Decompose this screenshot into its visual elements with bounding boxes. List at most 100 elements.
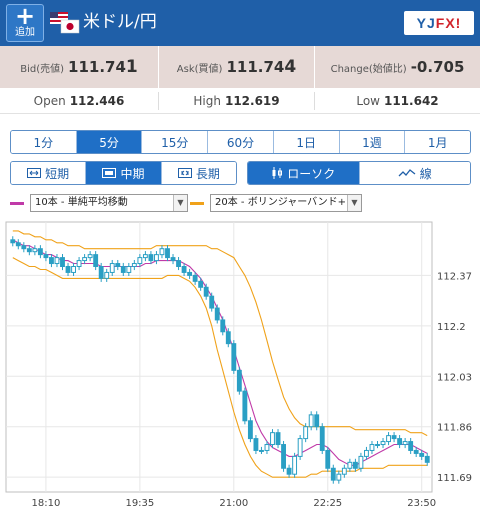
quote-divider <box>314 46 315 88</box>
tab-interval-1m[interactable]: 1分 <box>11 131 77 153</box>
x-tick-label: 23:50 <box>407 498 436 509</box>
candle-body <box>43 254 49 259</box>
candle-body <box>419 452 425 457</box>
candle-body <box>154 254 159 262</box>
tab-candlestick[interactable]: ローソク <box>248 162 360 184</box>
candle-body <box>242 390 248 422</box>
tab-line[interactable]: 線 <box>359 162 470 184</box>
tab-candlestick-label: ローソク <box>287 166 336 181</box>
candle-body <box>120 266 126 273</box>
candle-body <box>281 444 286 469</box>
candle-body <box>364 449 369 457</box>
candle-body <box>253 438 259 451</box>
chevron-down-icon: ▼ <box>347 195 361 211</box>
candle-body <box>65 266 71 273</box>
tab-interval-60m[interactable]: 60分 <box>208 131 274 153</box>
tab-span-short[interactable]: 短期 <box>11 162 87 184</box>
high-value: 112.619 <box>224 94 280 108</box>
low-stat: Low 111.642 <box>315 88 480 114</box>
short-span-icon <box>27 168 42 178</box>
y-tick-label: 111.69 <box>437 473 472 484</box>
bid-main: 111.74 <box>68 58 126 76</box>
candle-body <box>397 438 403 446</box>
candle-body <box>93 254 99 268</box>
high-label: High <box>193 94 221 108</box>
line-chart-icon <box>398 169 416 177</box>
candle-body <box>104 271 110 279</box>
bid-label: Bid(売値) <box>20 64 65 75</box>
tab-interval-5m[interactable]: 5分 <box>76 131 143 153</box>
candle-body <box>303 426 309 440</box>
y-tick-label: 112.03 <box>437 372 472 383</box>
candle-body <box>98 266 104 279</box>
candle-body <box>336 473 342 481</box>
tab-line-label: 線 <box>419 166 432 181</box>
candle-body <box>214 307 220 321</box>
plus-icon: + <box>14 2 36 30</box>
add-button[interactable]: + 追加 <box>6 4 44 42</box>
candle-body <box>26 248 32 253</box>
header-bar: + 追加 米ドル/円 YJFX! <box>0 0 480 46</box>
bb-select[interactable]: 20本 - ボリンジャーバンド+1 ▼ <box>210 194 362 212</box>
tab-interval-15m[interactable]: 15分 <box>142 131 209 153</box>
tab-interval-1d[interactable]: 1日 <box>273 131 340 153</box>
candle-body <box>380 441 386 446</box>
ask-last-digit: 4 <box>284 57 297 77</box>
candle-body <box>347 461 353 469</box>
tab-interval-1w[interactable]: 1週 <box>339 131 406 153</box>
candle-body <box>413 449 419 454</box>
pair-title: 米ドル/円 <box>83 12 157 32</box>
span-tabs: 短期 中期 長期 <box>10 161 237 185</box>
candle-body <box>49 257 54 265</box>
candle-body <box>231 343 237 371</box>
candle-body <box>159 248 165 256</box>
low-value: 111.642 <box>383 94 439 108</box>
price-chart[interactable]: 112.37 112.2 112.03 111.86 111.69 18:10 19:35… <box>0 216 480 512</box>
candle-body <box>76 260 82 268</box>
candle-body <box>275 432 281 446</box>
candle-body <box>352 461 358 469</box>
ma-select[interactable]: 10本 - 単純平均移動 ▼ <box>30 194 188 212</box>
candle-body <box>109 263 115 273</box>
candle-body <box>192 274 198 282</box>
candle-body <box>32 248 38 253</box>
bb-select-label: 20本 - ボリンジャーバンド+1 <box>215 197 353 208</box>
candle-body <box>391 435 397 440</box>
candle-body <box>203 286 209 297</box>
bollinger-upper-line <box>12 230 428 437</box>
currency-flags-icon <box>50 12 80 34</box>
candle-body <box>308 414 314 428</box>
candle-body <box>264 444 270 451</box>
long-span-icon <box>177 168 192 178</box>
yjfx-logo[interactable]: YJFX! <box>404 11 474 35</box>
ohl-divider <box>314 92 315 110</box>
tab-span-long[interactable]: 長期 <box>161 162 236 184</box>
candle-body <box>286 467 292 475</box>
candle-body <box>369 444 375 451</box>
bid-value: 111.741 <box>68 57 138 77</box>
ask-quote: Ask(買値) 111.744 <box>159 46 314 88</box>
tab-span-short-label: 短期 <box>45 166 70 181</box>
ohl-divider <box>158 92 159 110</box>
tab-span-mid[interactable]: 中期 <box>86 162 162 184</box>
ma-select-label: 10本 - 単純平均移動 <box>35 197 128 208</box>
candle-body <box>21 245 27 250</box>
candle-body <box>402 441 408 446</box>
candle-body <box>126 266 132 273</box>
ohl-row: Open 112.446 High 112.619 Low 111.642 <box>0 88 480 114</box>
tab-interval-1mo[interactable]: 1月 <box>405 131 470 153</box>
candle-body <box>142 254 148 259</box>
candle-body <box>209 295 215 309</box>
candle-body <box>137 257 143 265</box>
candle-body <box>181 266 187 273</box>
ma-color-swatch <box>10 201 24 205</box>
candle-body <box>87 254 93 259</box>
candle-body <box>187 271 193 276</box>
candle-body <box>330 467 336 481</box>
candle-body <box>60 257 65 268</box>
change-quote: Change(始値比) -0.705 <box>315 46 480 88</box>
moving-average-line <box>12 239 428 466</box>
candle-body <box>386 435 391 443</box>
ma-indicator: 10本 - 単純平均移動 ▼ <box>10 194 188 212</box>
candle-body <box>148 254 154 262</box>
